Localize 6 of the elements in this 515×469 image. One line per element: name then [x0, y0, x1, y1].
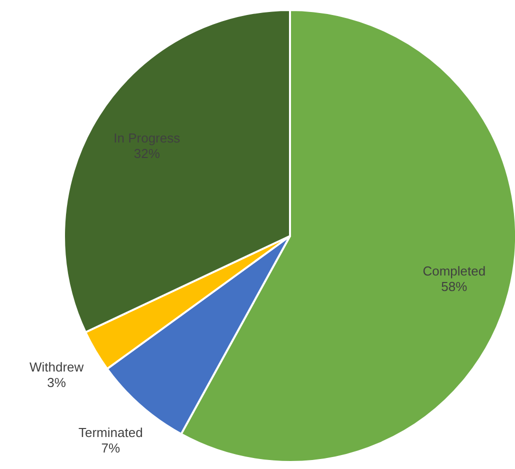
slice-label: Terminated: [78, 424, 143, 440]
slice-label: Withdrew: [29, 359, 84, 374]
slice-label: Completed: [422, 264, 486, 279]
data-label: 3%: [47, 375, 66, 390]
data-label: 7%: [101, 440, 120, 456]
data-label: 58%: [441, 279, 468, 294]
